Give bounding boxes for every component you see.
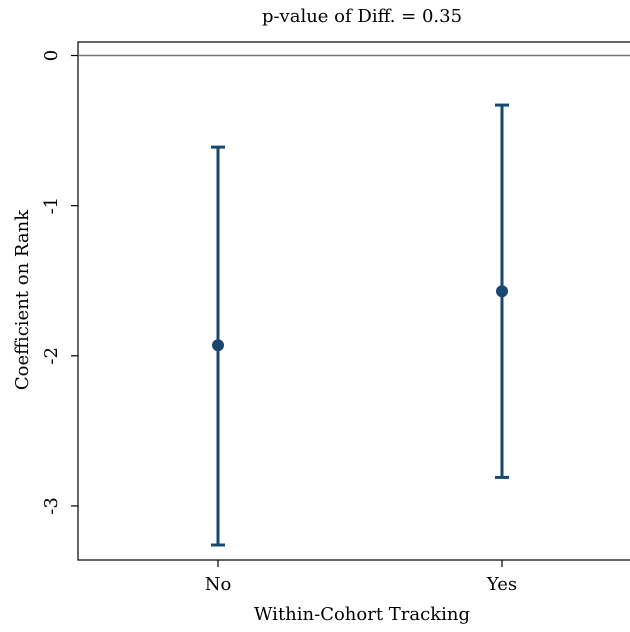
point	[212, 339, 224, 352]
y-tick-label: -1	[41, 197, 62, 215]
x-axis-label: Within-Cohort Tracking	[254, 604, 470, 625]
y-tick-label: 0	[41, 50, 62, 61]
y-axis-label: Coefficient on Rank	[12, 209, 33, 390]
y-tick-label: -2	[41, 347, 62, 365]
plot-frame	[77, 41, 630, 561]
y-tick-label: -3	[41, 497, 62, 515]
point	[496, 285, 508, 298]
x-tick-label: Yes	[486, 574, 517, 595]
x-tick-label: No	[205, 574, 232, 595]
chart-title: p-value of Diff. = 0.35	[262, 6, 462, 27]
